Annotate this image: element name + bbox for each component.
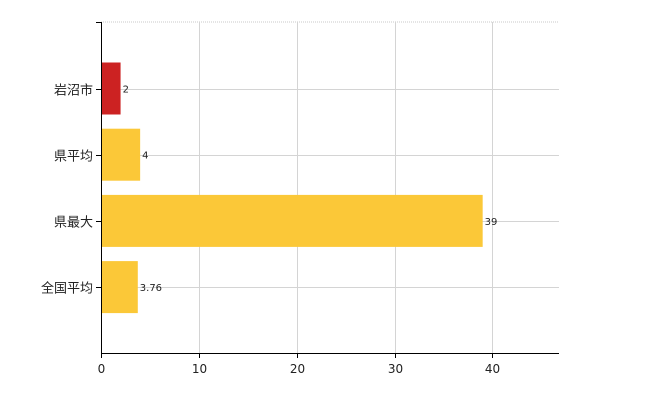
- x-tick-label: 0: [98, 362, 106, 376]
- x-tick-label: 10: [192, 362, 207, 376]
- bar-全国平均: [102, 261, 138, 314]
- data-label: 39: [485, 217, 498, 228]
- y-tick-label: 県平均: [54, 150, 93, 165]
- bar-県平均: [102, 128, 141, 181]
- bar-県最大: [102, 194, 483, 247]
- y-tick-label: 県最大: [54, 216, 93, 231]
- x-tick-label: 30: [388, 362, 403, 376]
- data-labels: 2 4 39 3.76: [123, 85, 498, 295]
- grid-lines: [101, 21, 559, 353]
- data-label: 2: [123, 85, 129, 96]
- bars: [102, 62, 483, 314]
- data-label: 4: [142, 151, 148, 162]
- data-label: 3.76: [140, 283, 162, 294]
- x-tick-label: 40: [485, 362, 500, 376]
- x-tick-label: 20: [290, 362, 305, 376]
- y-tick-label: 岩沼市: [54, 83, 93, 99]
- y-tick-label: 全国平均: [41, 281, 93, 297]
- bar-岩沼市: [102, 62, 121, 115]
